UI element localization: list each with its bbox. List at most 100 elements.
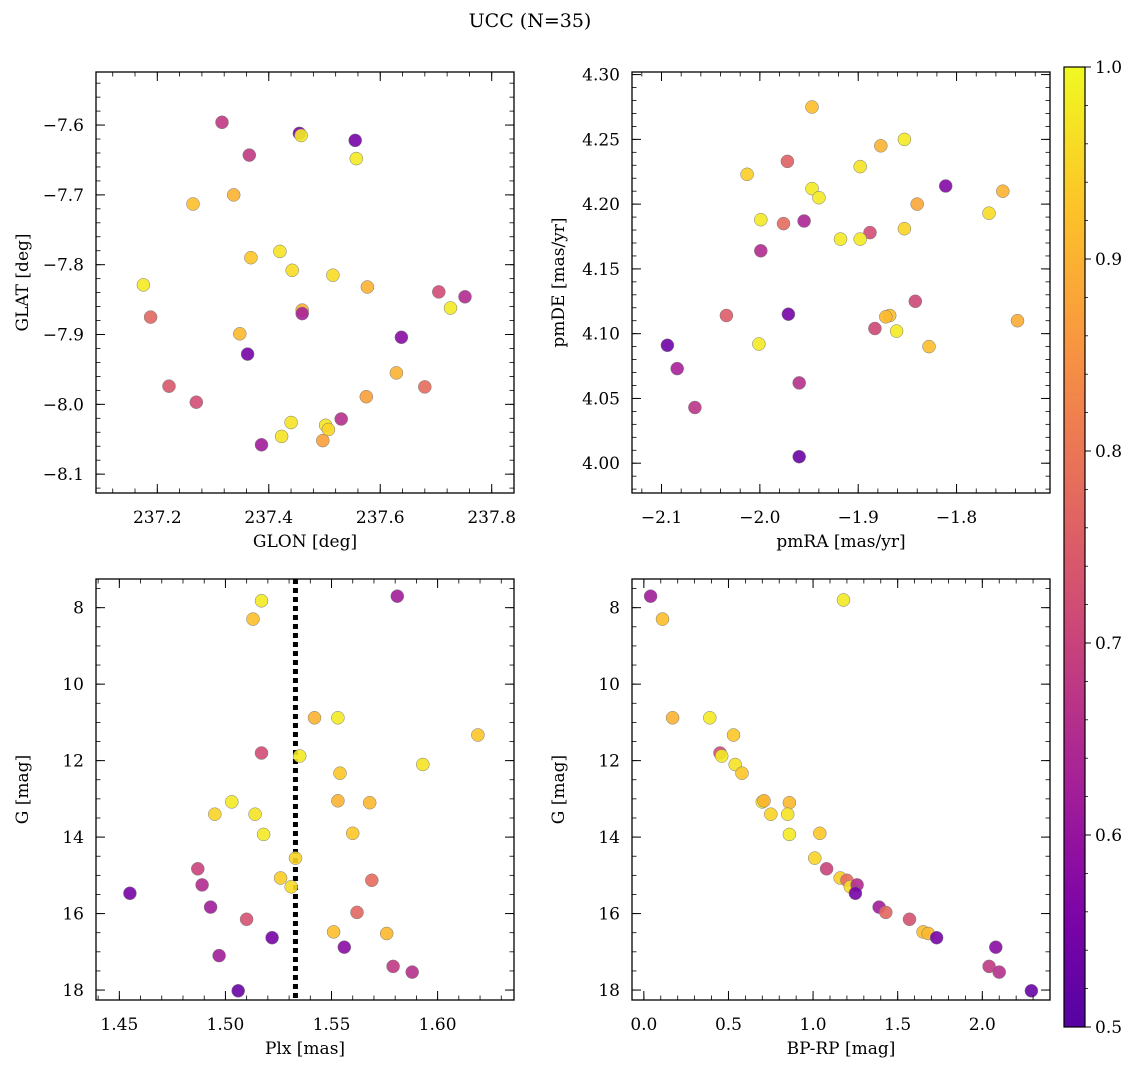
scatter-point xyxy=(781,307,796,321)
scatter-point xyxy=(390,589,405,603)
scatter-point xyxy=(665,711,680,725)
scatter-point xyxy=(295,306,309,321)
scatter-point xyxy=(813,826,827,841)
scatter-point xyxy=(908,294,923,309)
scatter-point xyxy=(242,148,257,162)
x-tick-label: 237.6 xyxy=(356,508,405,528)
y-tick-label: 4.20 xyxy=(582,195,620,215)
panel-4: 0.0 0.5 1.0 1.5 2.0 8 10 12 14 16 18 BP-RP [mag] G [… xyxy=(549,578,1051,1059)
scatter-point xyxy=(244,250,258,265)
y-tick-label: 4.15 xyxy=(582,260,620,280)
scatter-point xyxy=(246,612,260,626)
scatter-point xyxy=(812,190,826,205)
scatter-point xyxy=(123,886,137,901)
scatter-point xyxy=(874,139,888,153)
y-tick-label: −8.0 xyxy=(43,395,84,415)
scatter-point xyxy=(703,711,717,725)
x-tick-label: 1.55 xyxy=(313,1015,351,1035)
scatter-point xyxy=(333,766,347,780)
scatter-point xyxy=(362,795,377,810)
scatter-point xyxy=(752,337,766,351)
y-tick-label: 12 xyxy=(62,752,84,772)
scatter-point xyxy=(792,376,806,390)
scatter-point xyxy=(143,310,158,324)
axes-frame xyxy=(631,71,1051,494)
scatter-point xyxy=(345,826,360,841)
scatter-point xyxy=(688,400,702,415)
axes-frame xyxy=(95,578,515,1001)
scatter-point xyxy=(321,422,336,437)
y-tick-label: 10 xyxy=(598,675,620,695)
x-tick-label: 1.5 xyxy=(884,1015,911,1035)
scatter-point xyxy=(836,593,851,607)
scatter-point xyxy=(819,862,834,876)
x-tick-label: 1.50 xyxy=(207,1015,245,1035)
scatter-point xyxy=(288,851,303,865)
x-tick-label: −1.9 xyxy=(838,508,879,528)
scatter-point xyxy=(240,347,255,361)
scatter-point xyxy=(254,594,269,608)
y-tick-label: 16 xyxy=(598,905,620,925)
scatter-point xyxy=(655,612,670,626)
scatter-points xyxy=(136,115,472,452)
scatter-point xyxy=(386,959,400,974)
scatter-point xyxy=(195,878,209,892)
x-axis-label: pmRA [mas/yr] xyxy=(776,532,905,552)
colorbar-tick-label: 0.8 xyxy=(1095,442,1122,462)
scatter-point xyxy=(389,366,404,380)
scatter-point xyxy=(326,268,340,282)
scatter-point xyxy=(136,278,151,292)
y-tick-label: 8 xyxy=(73,599,84,619)
scatter-point xyxy=(757,794,771,808)
scatter-point xyxy=(349,151,364,166)
scatter-point xyxy=(273,244,287,259)
scatter-point xyxy=(443,301,458,315)
scatter-point xyxy=(348,133,362,148)
scatter-point xyxy=(273,871,288,885)
scatter-point xyxy=(1010,313,1025,328)
scatter-point xyxy=(337,940,352,954)
scatter-point xyxy=(805,181,819,196)
scatter-point xyxy=(418,380,432,394)
colorbar-tick-label: 0.5 xyxy=(1095,1018,1122,1038)
scatter-point xyxy=(735,766,749,780)
y-tick-label: 4.05 xyxy=(582,389,620,409)
scatter-point xyxy=(792,449,806,464)
scatter-point xyxy=(334,412,348,426)
scatter-point xyxy=(643,589,658,603)
x-axis-label: BP-RP [mag] xyxy=(787,1039,896,1059)
scatter-point xyxy=(416,757,430,772)
y-tick-label: −7.9 xyxy=(43,326,84,346)
scatter-point xyxy=(189,395,204,409)
scatter-point xyxy=(231,984,245,998)
scatter-point xyxy=(780,807,795,821)
scatter-point xyxy=(754,244,768,258)
scatter-point xyxy=(394,330,409,345)
scatter-point xyxy=(359,389,374,404)
scatter-point xyxy=(284,415,298,430)
scatter-point xyxy=(254,438,269,452)
colorbar-tick-label: 1.0 xyxy=(1095,58,1122,78)
y-tick-label: 16 xyxy=(62,905,84,925)
scatter-point xyxy=(833,232,848,246)
scatter-point xyxy=(660,338,675,353)
scatter-point xyxy=(186,197,200,211)
scatter-point xyxy=(162,379,176,393)
scatter-point xyxy=(265,930,279,945)
panel-2: −2.1 −2.0 −1.9 −1.8 4.00 4.05 4.10 4.15 4.20 4.25… xyxy=(549,66,1051,552)
x-tick-label: 1.0 xyxy=(800,1015,827,1035)
scatter-point xyxy=(307,711,322,725)
scatter-point xyxy=(248,807,262,821)
scatter-points xyxy=(660,100,1025,464)
scatter-point xyxy=(853,232,867,246)
scatter-point xyxy=(982,206,996,220)
scatter-point xyxy=(740,167,754,182)
colorbar-gradient xyxy=(1063,66,1086,1028)
scatter-point xyxy=(910,197,924,211)
scatter-point xyxy=(360,280,375,294)
scatter-point xyxy=(764,807,778,821)
scatter-point xyxy=(350,905,364,920)
